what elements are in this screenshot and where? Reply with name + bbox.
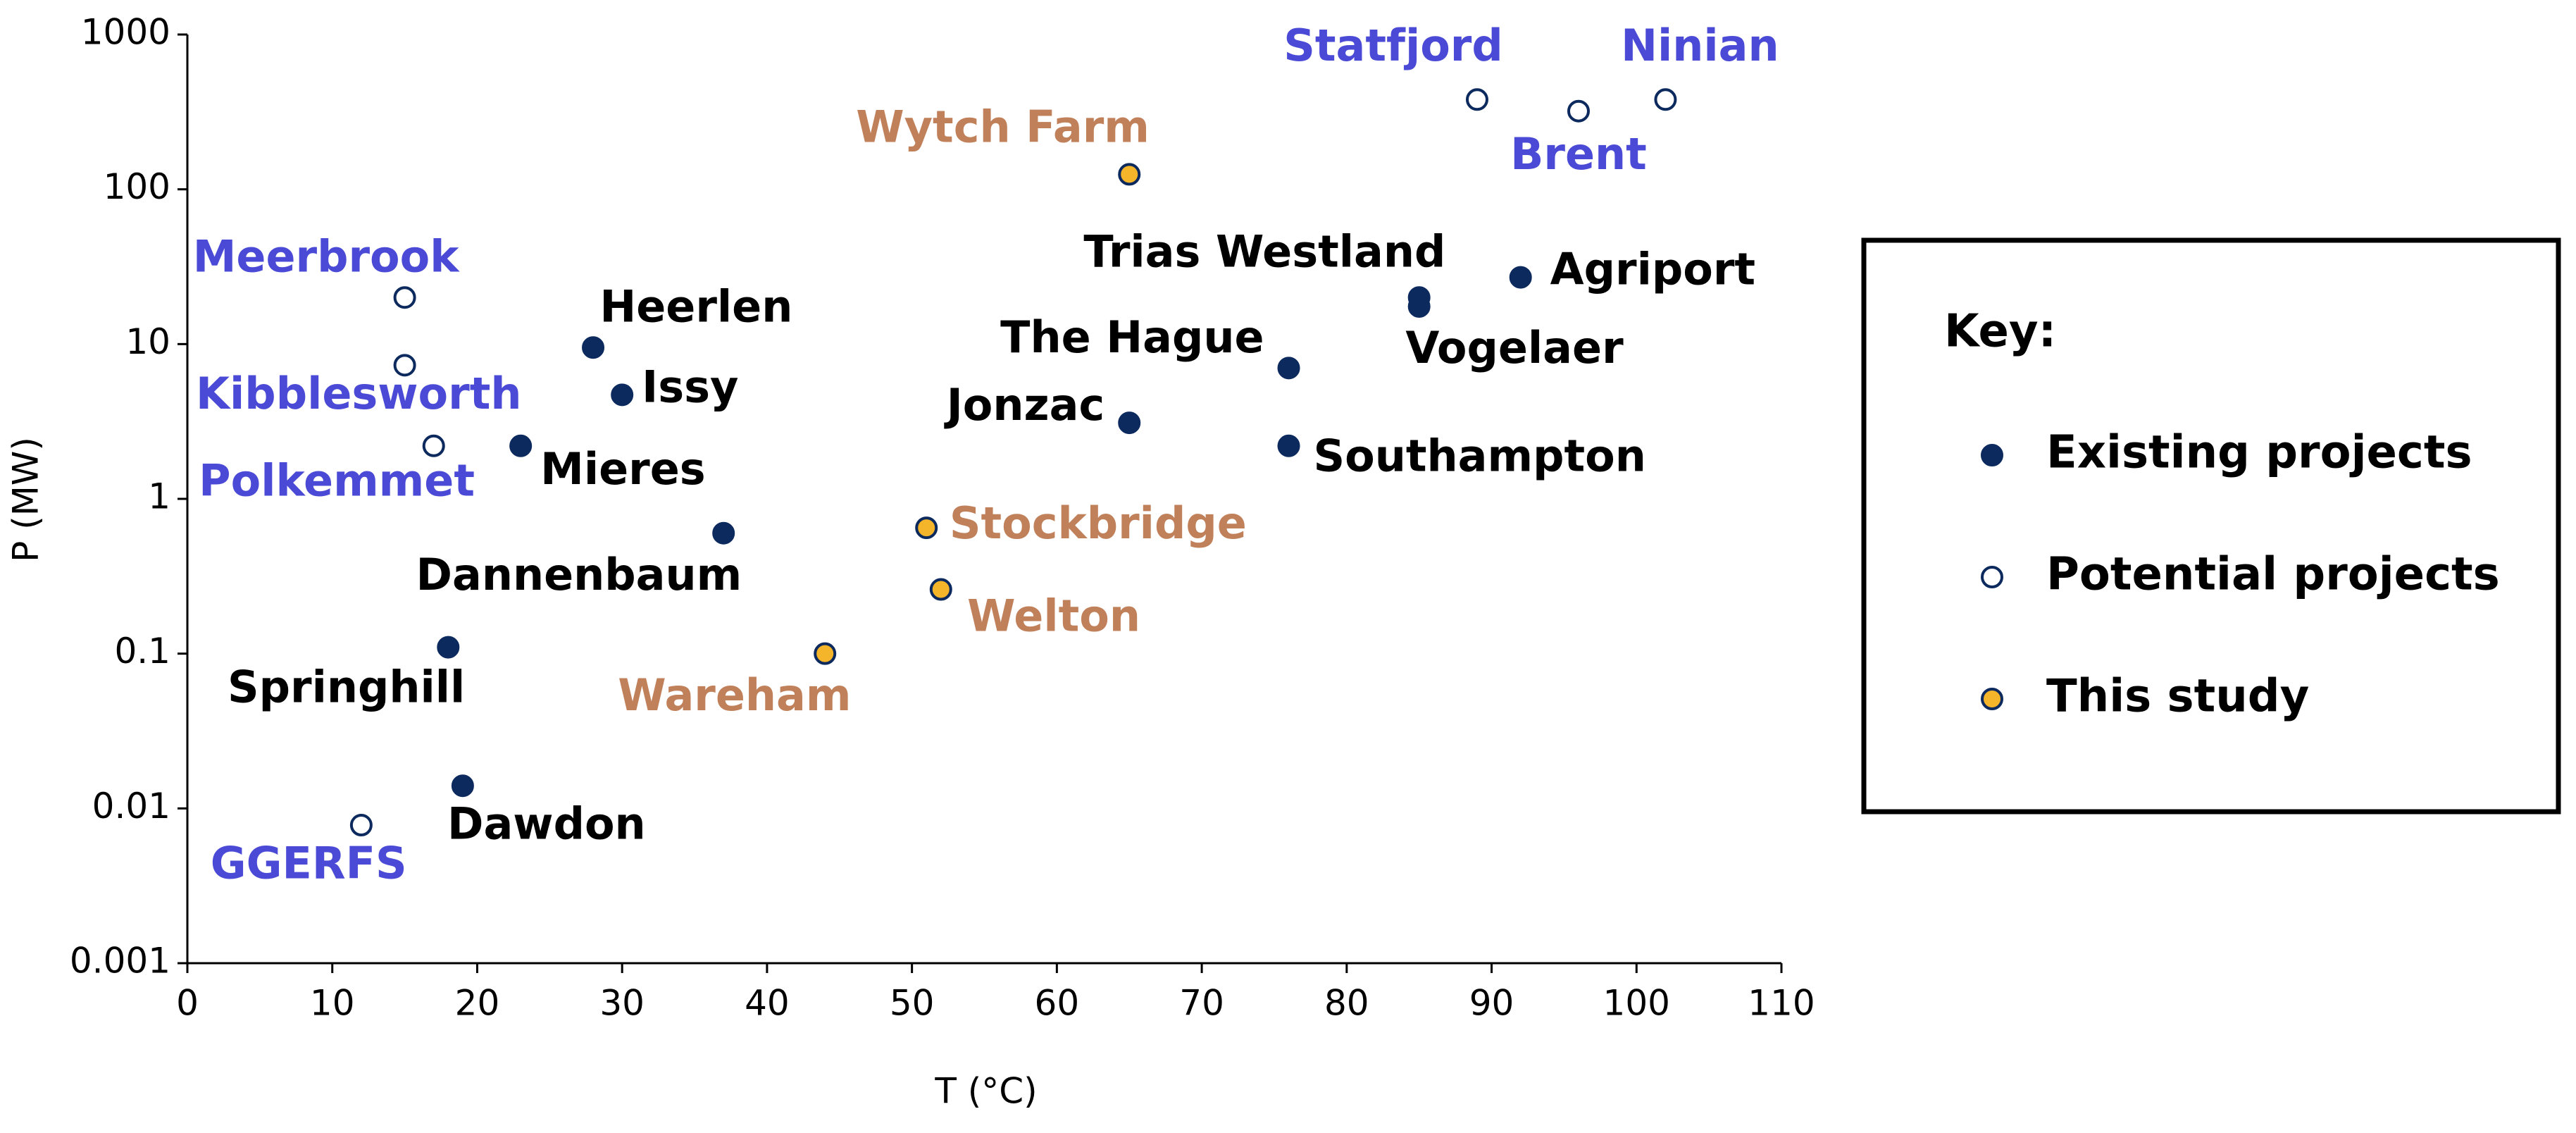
y-tick-label: 0.001 [70,941,170,982]
point-label: Jonzac [944,379,1105,431]
point-label: Agriport [1550,244,1755,295]
legend-marker [1981,444,2003,466]
legend-label: Existing projects [2046,427,2472,479]
y-tick-label: 0.1 [114,631,170,671]
point [929,578,952,601]
point-label: Welton [967,590,1140,642]
point-label: Stockbridge [950,497,1247,549]
point [393,286,416,309]
point-label: Issy [642,361,738,412]
point-label: Ninian [1621,20,1779,71]
point [393,354,416,377]
y-tick-label: 10 [125,321,170,362]
x-tick-label: 110 [1748,983,1815,1024]
point [1118,163,1141,186]
y-tick-label: 1 [148,476,170,517]
point [712,521,735,545]
point-label: Wareham [618,669,851,721]
point [1277,357,1300,380]
point-label: Statfjord [1283,20,1503,71]
point [611,383,634,407]
point-label: Southampton [1314,431,1646,482]
point [1407,295,1431,318]
point [582,336,605,359]
point-label: Brent [1510,128,1647,180]
y-tick-label: 0.01 [92,786,170,826]
point [1567,99,1590,123]
point [1509,266,1532,289]
legend-label: This study [2046,671,2309,723]
legend-box [1861,237,2561,815]
point-label: Heerlen [599,281,792,333]
point [814,642,837,665]
x-tick-label: 40 [745,983,790,1024]
point-label: Meerbrook [193,231,461,283]
point-label: Dawdon [447,798,646,850]
point [509,434,533,457]
y-tick-label: 100 [104,166,170,207]
point-label: Kibblesworth [196,368,522,419]
x-tick-label: 60 [1035,983,1080,1024]
legend-marker [1981,566,2003,588]
point [437,636,460,659]
point [915,516,938,540]
x-tick-label: 0 [176,983,199,1024]
y-tick-label: 1000 [81,12,170,53]
legend-title: Key: [1944,306,2056,358]
x-tick-label: 90 [1469,983,1514,1024]
point-label: Wytch Farm [856,101,1150,152]
x-tick-label: 80 [1324,983,1369,1024]
point [1277,434,1300,457]
point-label: Dannenbaum [416,549,742,600]
point [451,774,474,798]
point-label: The Hague [1000,311,1264,363]
point [1118,411,1141,435]
x-tick-label: 20 [455,983,500,1024]
x-tick-label: 50 [890,983,935,1024]
point [349,814,373,837]
point-label: GGERFS [211,837,407,889]
legend-marker [1981,688,2003,710]
point-label: Vogelaer [1405,322,1624,373]
point-label: Springhill [228,661,465,712]
point-label: Mieres [540,443,706,495]
x-tick-label: 30 [599,983,645,1024]
point [1465,88,1488,111]
point-label: Trias Westland [1083,226,1445,278]
x-axis-title: T (°C) [934,1071,1037,1112]
legend-label: Potential projects [2046,549,2500,601]
x-tick-label: 70 [1179,983,1224,1024]
point [1654,88,1677,111]
x-tick-label: 10 [310,983,355,1024]
point-label: Polkemmet [199,455,475,507]
point [422,434,445,457]
y-axis-title: P (MW) [6,437,46,562]
x-tick-label: 100 [1603,983,1670,1024]
